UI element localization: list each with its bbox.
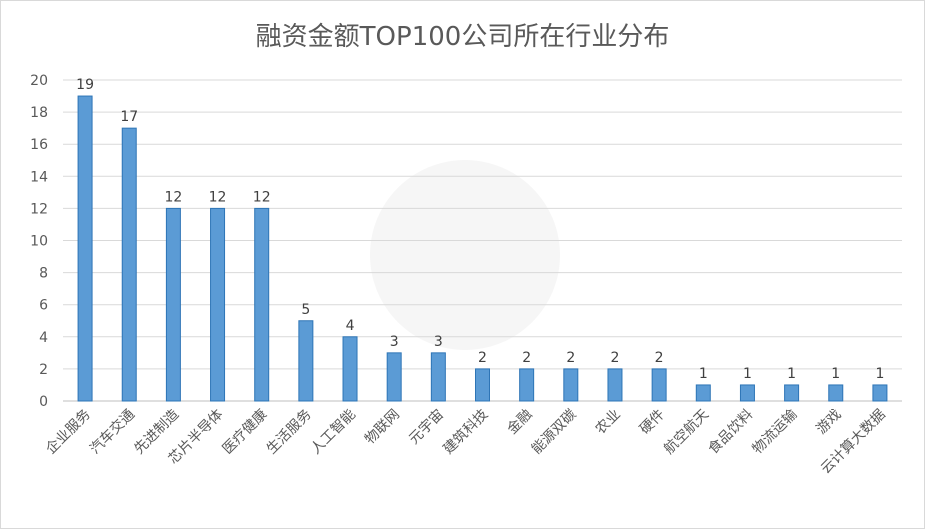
data-label: 2 <box>566 350 575 366</box>
bar <box>607 368 623 402</box>
bar <box>254 207 270 402</box>
x-category-label: 硬件 <box>637 407 668 438</box>
x-category-label: 农业 <box>593 407 624 438</box>
data-label: 1 <box>743 366 752 382</box>
watermark-logo <box>370 160 560 350</box>
data-label: 2 <box>611 350 620 366</box>
bar <box>872 384 888 402</box>
data-label: 3 <box>434 334 443 350</box>
bar <box>651 368 667 402</box>
y-tick-label: 20 <box>30 73 48 89</box>
y-tick-label: 18 <box>30 105 48 121</box>
x-category-label: 生活服务 <box>264 407 315 458</box>
bar <box>475 368 490 402</box>
x-category-label: 元宇宙 <box>406 407 447 448</box>
bar <box>739 384 755 402</box>
x-category-label: 食品饮料 <box>705 406 757 458</box>
bar <box>695 384 711 402</box>
y-tick-label: 6 <box>39 298 48 314</box>
x-category-label: 物流运输 <box>750 407 801 458</box>
y-tick-label: 4 <box>39 330 48 346</box>
data-label: 5 <box>301 302 310 318</box>
data-label: 1 <box>875 366 884 382</box>
data-label: 3 <box>390 334 399 350</box>
data-label: 12 <box>209 189 227 205</box>
bar <box>386 352 402 402</box>
bar <box>210 207 226 402</box>
bar <box>121 127 137 402</box>
y-tick-label: 2 <box>39 362 48 378</box>
data-label: 2 <box>478 350 487 366</box>
bars <box>77 95 888 402</box>
x-category-label: 医疗健康 <box>219 406 271 458</box>
x-category-label: 人工智能 <box>308 407 359 458</box>
data-label: 19 <box>76 77 94 93</box>
x-category-label: 物联网 <box>362 407 403 448</box>
bar <box>77 95 93 402</box>
bar <box>298 320 314 402</box>
bar <box>828 384 844 402</box>
x-category-label: 金融 <box>504 407 535 438</box>
data-label: 2 <box>522 350 531 366</box>
bar <box>165 207 181 402</box>
data-label: 17 <box>120 109 138 125</box>
y-tick-label: 12 <box>30 201 48 217</box>
x-category-label: 汽车交通 <box>86 406 138 458</box>
y-tick-label: 0 <box>39 394 48 410</box>
y-tick-label: 16 <box>30 137 48 153</box>
x-category-label: 企业服务 <box>42 406 94 458</box>
bar <box>430 352 446 402</box>
data-labels: 19 17 12 12 12 5 4 3 3 2 2 2 2 2 1 1 1 1 1 <box>76 77 884 382</box>
data-label: 1 <box>831 366 840 382</box>
data-label: 4 <box>346 318 355 334</box>
y-tick-label: 14 <box>30 169 48 185</box>
y-axis-ticks: 0 2 4 6 8 10 12 14 16 18 20 <box>30 73 48 410</box>
x-category-label: 能源双碳 <box>529 407 580 458</box>
bar <box>784 384 800 402</box>
x-category-label: 游戏 <box>813 407 844 438</box>
y-tick-label: 10 <box>30 234 48 250</box>
x-category-label: 建筑科技 <box>440 407 491 458</box>
x-category-label: 航空航天 <box>661 407 712 458</box>
bar <box>563 368 579 402</box>
data-label: 12 <box>253 189 271 205</box>
chart-title: 融资金额TOP100公司所在行业分布 <box>255 22 670 52</box>
bar <box>342 336 358 402</box>
y-tick-label: 8 <box>39 266 48 282</box>
data-label: 1 <box>787 366 796 382</box>
bar <box>519 368 535 402</box>
data-label: 2 <box>655 350 664 366</box>
data-label: 12 <box>164 189 182 205</box>
gridlines <box>63 79 902 402</box>
data-label: 1 <box>699 366 708 382</box>
category-labels: 企业服务汽车交通先进制造芯片半导体医疗健康生活服务人工智能 物联网 元宇宙建筑科技金… <box>42 406 888 477</box>
